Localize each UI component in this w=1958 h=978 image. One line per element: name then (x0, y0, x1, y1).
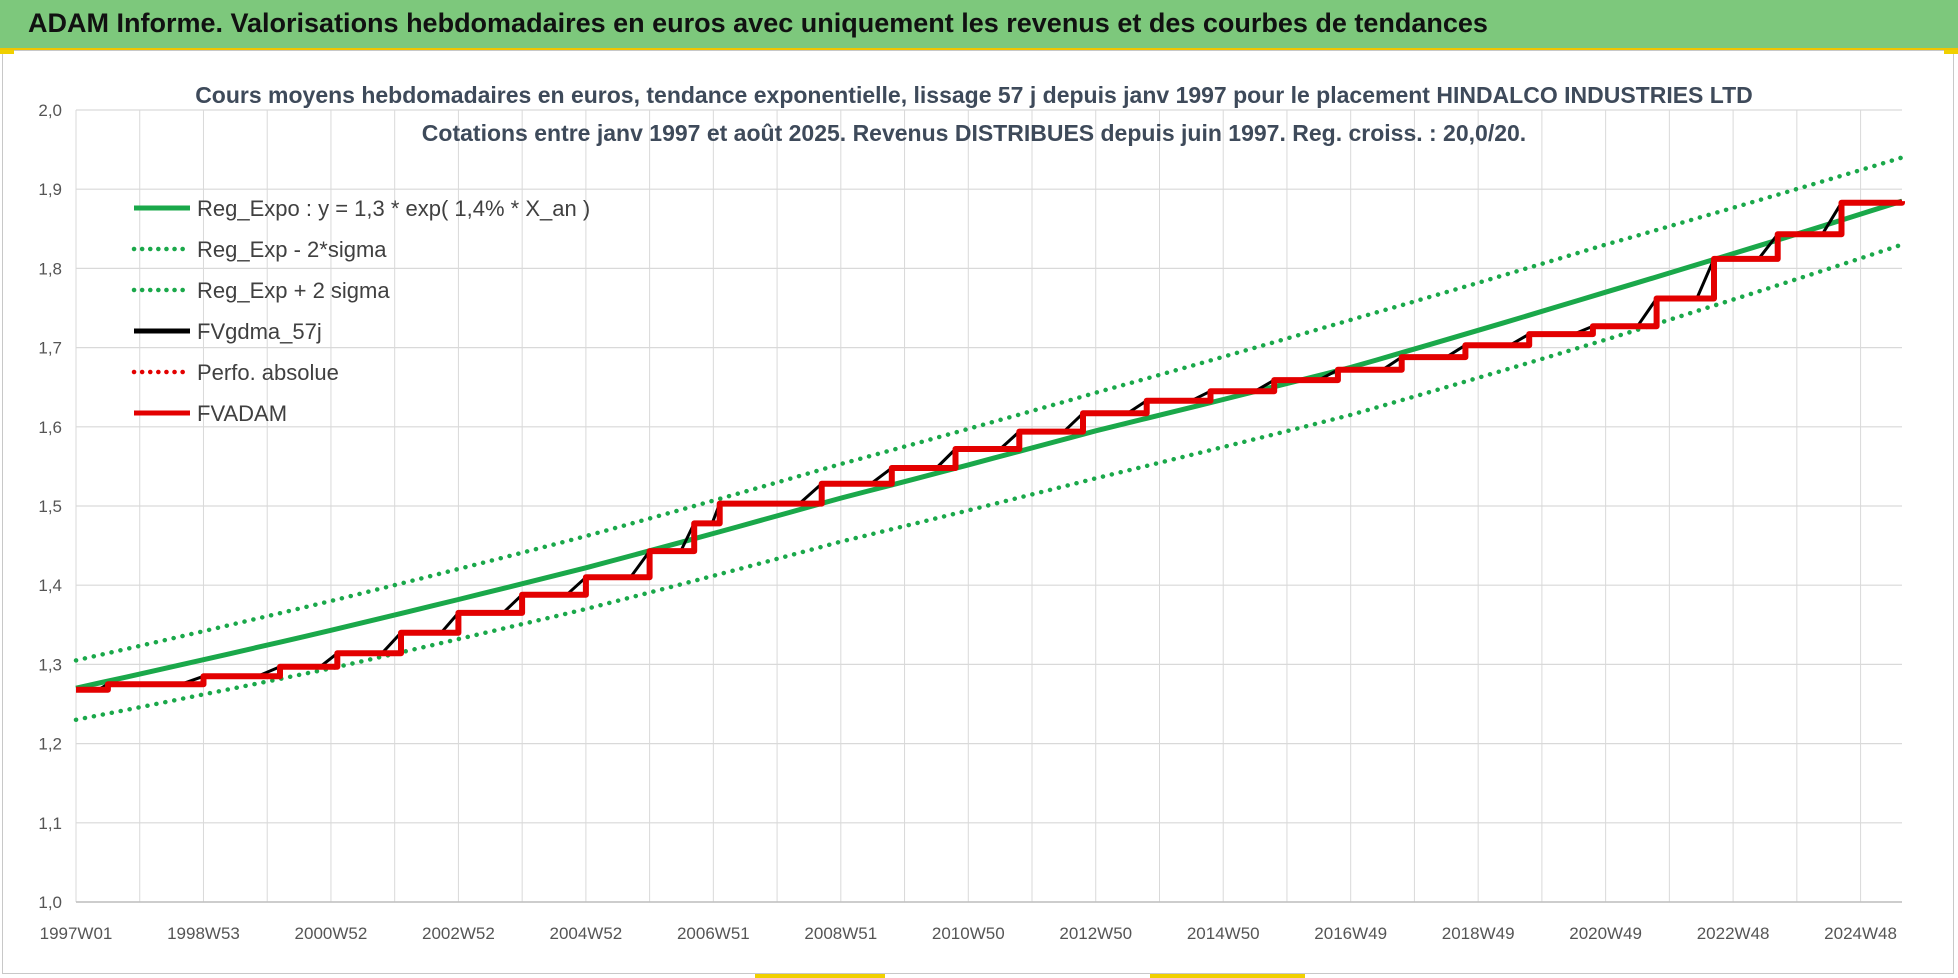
x-tick-label: 2000W52 (295, 924, 368, 943)
y-tick-label: 1,1 (38, 814, 62, 833)
y-tick-label: 1,2 (38, 735, 62, 754)
series-line-fvadam (76, 199, 1905, 693)
series-line-fvgdma-57j (76, 199, 1903, 692)
accent-bar-right (1944, 50, 1958, 54)
accent-bar-bottom-2 (1150, 974, 1305, 978)
y-tick-label: 2,0 (38, 101, 62, 120)
chart-title-line: Cotations entre janv 1997 et août 2025. … (422, 120, 1526, 146)
x-tick-label: 2024W48 (1824, 924, 1897, 943)
y-tick-label: 1,6 (38, 418, 62, 437)
x-tick-label: 2006W51 (677, 924, 750, 943)
x-tick-label: 2022W48 (1697, 924, 1770, 943)
x-tick-label: 1997W01 (40, 924, 113, 943)
legend-label: FVADAM (197, 401, 287, 426)
header-banner: ADAM Informe. Valorisations hebdomadaire… (0, 0, 1958, 50)
x-tick-label: 2020W49 (1569, 924, 1642, 943)
y-tick-label: 1,5 (38, 497, 62, 516)
legend-label: Reg_Expo : y = 1,3 * exp( 1,4% * X_an ) (197, 196, 590, 221)
y-tick-label: 1,8 (38, 259, 62, 278)
x-tick-label: 1998W53 (167, 924, 240, 943)
legend-label: Reg_Exp - 2*sigma (197, 237, 387, 262)
y-tick-label: 1,4 (38, 576, 62, 595)
chart-frame (2, 50, 1954, 974)
page-title: ADAM Informe. Valorisations hebdomadaire… (28, 8, 1488, 38)
x-tick-label: 2004W52 (549, 924, 622, 943)
series-line-reg-expo-y-1-3-exp-1-4-x-an (75, 198, 1903, 691)
accent-bar-bottom-1 (755, 974, 885, 978)
series-line-reg-exp-2-sigma (73, 242, 1905, 723)
accent-bar-left (0, 50, 14, 54)
x-tick-label: 2012W50 (1059, 924, 1132, 943)
x-tick-label: 2010W50 (932, 924, 1005, 943)
y-tick-label: 1,9 (38, 180, 62, 199)
y-tick-label: 1,0 (38, 893, 62, 912)
x-tick-label: 2008W51 (804, 924, 877, 943)
y-tick-label: 1,3 (38, 655, 62, 674)
legend-label: FVgdma_57j (197, 319, 322, 344)
y-tick-label: 1,7 (38, 339, 62, 358)
x-tick-label: 2014W50 (1187, 924, 1260, 943)
legend-label: Reg_Exp + 2 sigma (197, 278, 390, 303)
x-tick-label: 2016W49 (1314, 924, 1387, 943)
x-tick-label: 2018W49 (1442, 924, 1515, 943)
legend-label: Perfo. absolue (197, 360, 339, 385)
x-tick-label: 2002W52 (422, 924, 495, 943)
chart-title-line: Cours moyens hebdomadaires en euros, ten… (195, 82, 1753, 108)
